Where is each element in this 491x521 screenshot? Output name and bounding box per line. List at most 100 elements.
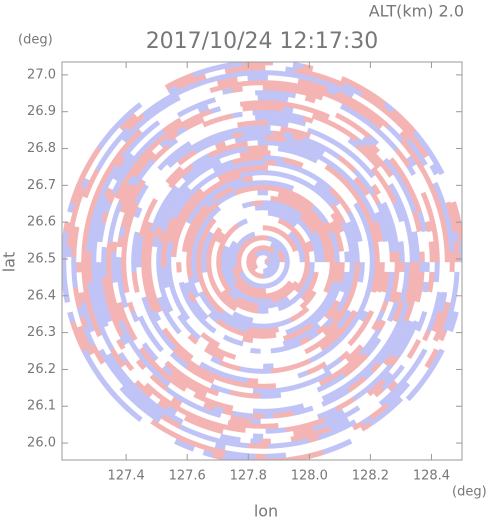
echo-cell <box>260 348 272 355</box>
echo-cell <box>247 94 259 101</box>
echo-cell <box>195 256 202 268</box>
echo-cell <box>260 418 271 425</box>
echo-cell <box>175 251 182 263</box>
echo-cell <box>334 251 341 263</box>
echo-cell <box>265 134 277 141</box>
echo-cell <box>424 261 431 273</box>
echo-cell <box>249 368 261 375</box>
echo-cell <box>262 363 274 370</box>
echo-cell <box>262 413 274 420</box>
echo-cell <box>262 338 274 345</box>
echo-cell <box>130 251 137 263</box>
echo-cell <box>145 251 152 263</box>
echo-cell <box>62 261 67 273</box>
y-tick-label: 26.3 <box>27 325 56 340</box>
echo-cell <box>270 417 282 425</box>
echo-cell <box>249 79 261 86</box>
echo-cell <box>80 256 87 268</box>
y-tick-label: 26.8 <box>27 141 56 156</box>
echo-cell <box>95 251 102 263</box>
echo-cell <box>404 261 411 273</box>
echo-cell <box>265 453 277 460</box>
echo-cell <box>444 251 451 263</box>
echo-cell <box>265 448 277 455</box>
echo-cell <box>262 343 274 350</box>
echo-cell <box>75 261 82 273</box>
echo-cell <box>244 69 256 77</box>
echo-cell <box>62 281 69 293</box>
y-tick-label: 26.6 <box>27 215 56 230</box>
echo-cell <box>267 74 279 81</box>
echo-cell <box>259 297 272 305</box>
echo-cell <box>457 281 462 293</box>
echo-cell <box>379 261 386 273</box>
echo-cell <box>257 443 269 450</box>
echo-cell <box>359 261 366 273</box>
echo-cell <box>434 251 441 263</box>
echo-cell <box>180 261 187 273</box>
echo-cell <box>384 251 391 263</box>
x-tick-label: 128.4 <box>413 469 450 484</box>
echo-cell <box>205 256 212 268</box>
echo-cell <box>230 255 237 269</box>
echo-cell <box>255 428 266 435</box>
echo-cell <box>115 246 123 258</box>
echo-cell <box>257 398 269 405</box>
x-unit: (deg) <box>452 485 487 500</box>
echo-cell <box>292 454 304 460</box>
echo-cell <box>256 283 270 290</box>
echo-cell <box>255 453 266 460</box>
echo-cell <box>110 261 117 273</box>
y-tick-label: 26.2 <box>27 362 56 377</box>
echo-cell <box>242 432 254 439</box>
echo-cell <box>323 251 331 263</box>
echo-cell <box>374 261 381 273</box>
echo-cell <box>244 452 256 460</box>
x-tick-label: 127.6 <box>169 469 206 484</box>
echo-cell <box>254 313 266 320</box>
echo-cell <box>254 403 266 410</box>
echo-cell <box>265 428 277 435</box>
echo-cell <box>255 89 266 96</box>
echo-cell <box>242 85 254 92</box>
y-tick-label: 26.9 <box>27 104 56 119</box>
y-tick-label: 26.1 <box>27 399 56 414</box>
echo-cell <box>265 403 277 410</box>
echo-cell <box>449 261 456 273</box>
echo-cell <box>260 194 272 201</box>
x-tick-label: 128.2 <box>352 469 389 484</box>
echo-cell <box>125 246 133 258</box>
echo-cell <box>254 114 266 121</box>
echo-cell <box>434 261 441 273</box>
echo-cell <box>100 256 107 268</box>
echo-cell <box>260 99 271 106</box>
plot-frame <box>61 61 463 461</box>
echo-cell <box>247 119 259 127</box>
echo-cell <box>252 104 264 111</box>
echo-cell <box>252 154 264 161</box>
echo-cell <box>369 261 376 273</box>
echo-cell <box>257 189 269 196</box>
echo-cell <box>270 99 282 107</box>
echo-cell <box>389 251 396 263</box>
echo-cell <box>257 373 269 380</box>
echo-cell <box>399 251 406 263</box>
echo-cell <box>240 255 247 269</box>
echo-cell <box>255 64 266 71</box>
echo-cell <box>257 214 269 221</box>
echo-cell <box>254 383 266 390</box>
echo-cell <box>135 256 142 268</box>
echo-cell <box>165 261 172 273</box>
echo-cell <box>349 251 356 263</box>
y-tick-label: 26.0 <box>27 436 56 451</box>
echo-cell <box>265 89 277 96</box>
echo-cell <box>100 266 107 278</box>
echo-cell <box>260 124 272 131</box>
echo-cell <box>404 251 411 263</box>
echo-cell <box>120 251 127 263</box>
echo-cell <box>394 261 401 273</box>
echo-cell <box>267 119 279 127</box>
echo-cell <box>262 458 274 460</box>
echo-cell <box>414 261 421 273</box>
echo-cell <box>247 423 259 430</box>
